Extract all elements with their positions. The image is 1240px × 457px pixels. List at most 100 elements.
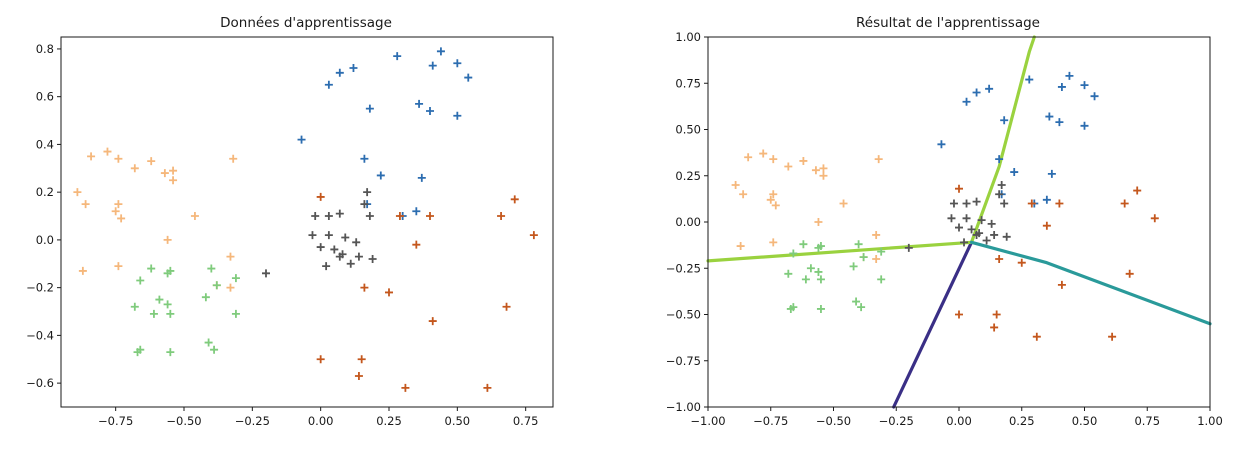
data-point-marker <box>1025 75 1034 84</box>
decision-boundary-line <box>969 35 1036 244</box>
data-point-marker <box>354 252 363 261</box>
data-point-marker <box>324 212 333 221</box>
data-point-marker <box>1045 112 1054 121</box>
y-tick-label: 0.4 <box>36 137 54 151</box>
data-point-marker <box>385 288 393 297</box>
data-point-marker <box>1017 258 1026 267</box>
x-axis-ticks: −1.00 −0.75 −0.50 −0.25 0.00 0.25 0.50 0.75 1.00 <box>690 407 1223 428</box>
y-tick-label: 0.25 <box>675 169 701 183</box>
data-point-marker <box>330 245 339 254</box>
data-point-marker <box>163 300 172 309</box>
data-point-marker <box>324 231 333 240</box>
data-point-marker <box>955 223 963 232</box>
data-point-marker <box>412 207 421 216</box>
data-point-marker <box>114 154 123 163</box>
data-point-marker <box>816 275 825 284</box>
y-axis-ticks: −1.00 −0.75 −0.50 −0.25 0.00 0.25 0.50 0.75 1.00 <box>666 30 708 414</box>
data-point-marker <box>316 243 325 252</box>
data-point-marker <box>1080 81 1089 90</box>
data-point-marker <box>363 188 372 197</box>
data-point-marker <box>904 243 913 252</box>
data-point-marker <box>335 209 344 218</box>
data-point-marker <box>819 164 828 173</box>
data-point-marker <box>859 253 868 262</box>
decision-boundary-line <box>969 240 1212 326</box>
data-point-marker <box>1065 71 1074 80</box>
data-point-marker <box>360 200 369 209</box>
data-point-marker <box>849 262 858 271</box>
data-point-marker <box>130 302 139 311</box>
data-point-marker <box>739 190 748 199</box>
data-point-marker <box>426 212 434 221</box>
data-point-marker <box>1133 186 1142 195</box>
data-points <box>73 47 538 392</box>
data-point-marker <box>81 200 90 209</box>
data-point-marker <box>759 149 768 158</box>
data-point-marker <box>149 309 158 318</box>
data-point-marker <box>769 155 778 164</box>
data-point-marker <box>1125 269 1134 278</box>
data-point-marker <box>147 157 156 166</box>
data-point-marker <box>995 255 1004 263</box>
y-tick-label: 1.00 <box>675 30 701 44</box>
data-point-marker <box>73 188 82 197</box>
data-point-marker <box>960 238 969 247</box>
data-point-marker <box>510 195 519 204</box>
data-point-marker <box>874 155 883 164</box>
y-tick-label: 0.50 <box>675 123 701 137</box>
data-point-marker <box>962 214 971 223</box>
data-point-marker <box>226 283 235 292</box>
data-point-marker <box>736 242 745 251</box>
chart-title: Données d'apprentissage <box>220 15 392 31</box>
data-point-marker <box>231 274 240 283</box>
data-point-marker <box>360 154 369 163</box>
data-point-marker <box>393 52 402 61</box>
data-point-marker <box>78 266 87 275</box>
data-point-marker <box>166 348 175 357</box>
x-tick-label: 0.25 <box>376 414 402 428</box>
data-point-marker <box>1000 116 1009 125</box>
data-point-marker <box>990 323 999 332</box>
data-point-marker <box>365 212 374 221</box>
data-point-marker <box>207 264 216 273</box>
data-point-marker <box>308 231 317 240</box>
x-axis-ticks: −0.75 −0.50 −0.25 0.00 0.25 0.50 0.75 <box>98 407 538 428</box>
data-point-marker <box>160 169 169 178</box>
data-point-marker <box>816 242 825 251</box>
data-point-marker <box>453 111 462 120</box>
x-tick-label: 0.50 <box>1072 414 1098 428</box>
y-tick-label: −0.50 <box>666 308 701 322</box>
data-point-marker <box>210 345 219 354</box>
data-point-marker <box>428 61 437 70</box>
data-point-marker <box>962 199 971 208</box>
decision-boundary-line <box>706 240 974 263</box>
data-point-marker <box>297 135 306 144</box>
data-point-marker <box>977 216 986 225</box>
data-point-marker <box>111 207 120 216</box>
y-tick-label: −1.00 <box>666 400 701 414</box>
data-point-marker <box>769 238 778 247</box>
x-tick-label: −0.50 <box>816 414 851 428</box>
data-point-marker <box>360 283 369 292</box>
data-point-marker <box>852 297 861 306</box>
data-point-marker <box>529 231 538 240</box>
data-point-marker <box>789 249 798 258</box>
data-point-marker <box>1108 332 1117 341</box>
data-point-marker <box>1010 168 1019 177</box>
data-point-marker <box>497 212 506 221</box>
data-point-marker <box>1055 199 1064 208</box>
data-point-marker <box>415 99 424 108</box>
data-point-marker <box>87 152 96 161</box>
plot-frame <box>60 36 554 408</box>
data-point-marker <box>163 235 172 244</box>
data-point-marker <box>1080 121 1089 130</box>
data-point-marker <box>1047 169 1056 178</box>
data-point-marker <box>417 173 426 182</box>
data-point-marker <box>1090 92 1099 101</box>
data-point-marker <box>811 166 820 175</box>
data-point-marker <box>987 219 996 228</box>
data-point-marker <box>786 304 795 313</box>
data-point-marker <box>995 155 1004 164</box>
